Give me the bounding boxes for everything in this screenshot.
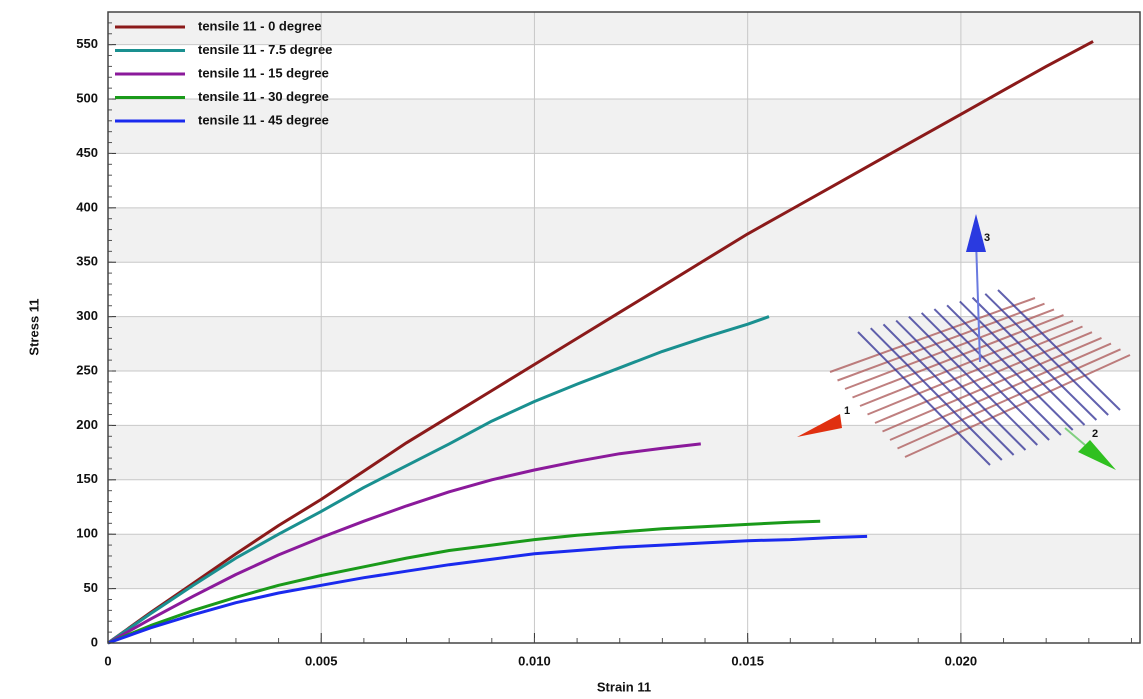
inset-fiber — [895, 319, 1027, 451]
inset-label: 1 — [844, 405, 850, 417]
y-tick-label: 300 — [76, 308, 98, 323]
inset-fiber — [844, 308, 1055, 390]
inset-fiber — [904, 354, 1131, 458]
inset-fiber — [908, 316, 1038, 446]
grid-band — [108, 534, 1140, 589]
inset-label: 2 — [1092, 428, 1098, 440]
inset-fiber — [971, 296, 1098, 421]
grid-band — [108, 12, 1140, 45]
inset-fiber — [997, 289, 1121, 411]
plot-frame — [107, 11, 1141, 644]
series-line — [107, 442, 701, 645]
inset-fiber — [867, 325, 1083, 416]
legend-label: tensile 11 - 0 degree — [198, 18, 322, 33]
plot-background — [108, 12, 1140, 589]
x-tick-label: 0.010 — [518, 653, 551, 668]
inset-fiber — [870, 327, 1003, 461]
inset-fiber — [852, 314, 1064, 399]
y-tick-label: 200 — [76, 417, 98, 432]
inset-axis — [1064, 427, 1086, 446]
y-tick-label: 400 — [76, 199, 98, 214]
series-line — [107, 40, 1094, 645]
x-tick-label: 0.015 — [731, 653, 764, 668]
y-tick-label: 350 — [76, 254, 98, 269]
inset-arrow — [966, 214, 986, 252]
inset-fiber — [859, 319, 1074, 407]
x-tick-label: 0.005 — [305, 653, 338, 668]
grid-band — [108, 99, 1140, 154]
x-axis-label: Strain 11 — [597, 679, 651, 694]
y-tick-label: 150 — [76, 471, 98, 486]
x-tick-label: 0 — [104, 653, 111, 668]
y-tick-label: 450 — [76, 145, 98, 160]
inset-fiber — [946, 304, 1074, 431]
grid-band — [108, 207, 1140, 263]
series-line — [107, 315, 770, 645]
inset-arrow — [797, 414, 842, 437]
y-tick-label: 550 — [76, 36, 98, 51]
legend-label: tensile 11 - 15 degree — [198, 65, 329, 80]
legend-label: tensile 11 - 7.5 degree — [198, 42, 332, 57]
inset-axis — [975, 239, 981, 363]
inset-fiber — [882, 336, 1102, 433]
y-axis-label: Stress 11 — [26, 298, 41, 355]
legend-label: tensile 11 - 45 degree — [198, 112, 329, 127]
inset-fiber — [933, 308, 1062, 436]
inset-arrow — [1078, 440, 1116, 470]
inset-label: 3 — [984, 232, 990, 244]
inset-fiber — [920, 312, 1050, 441]
inset-fiber — [882, 323, 1015, 456]
y-tick-label: 500 — [76, 90, 98, 105]
x-tick-label: 0.020 — [945, 653, 978, 668]
series-line — [107, 534, 868, 645]
y-tick-label: 100 — [76, 526, 98, 541]
y-tick-label: 50 — [84, 580, 98, 595]
inset-fiber — [837, 302, 1045, 382]
y-tick-label: 0 — [91, 634, 98, 649]
orientation-inset: 1 2 3 — [797, 214, 1131, 470]
inset-fiber — [984, 293, 1109, 416]
series-line — [107, 519, 821, 645]
series-lines — [107, 40, 1094, 645]
axes: 0 50 100 150 200 250 300 350 400 450 500 550 0 0.005 0… — [76, 11, 1141, 668]
y-tick-label: 250 — [76, 362, 98, 377]
legend-label: tensile 11 - 30 degree — [198, 89, 329, 104]
inset-fiber — [857, 331, 991, 466]
inset-fiber — [959, 300, 1086, 426]
